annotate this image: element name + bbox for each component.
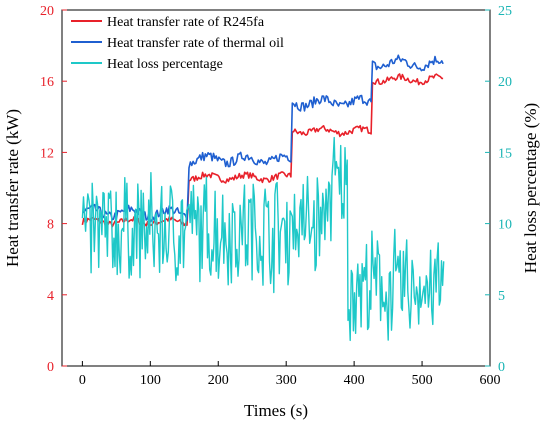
legend: Heat transfer rate of R245fa Heat transf… — [71, 15, 284, 72]
x-tick-label-100: 100 — [140, 373, 161, 388]
right-tick-label-5: 5 — [498, 289, 505, 304]
series-line-2 — [81, 136, 445, 342]
plot-frame — [61, 9, 491, 367]
x-tick-label-300: 300 — [276, 373, 297, 388]
left-tick-label-16: 16 — [40, 75, 54, 90]
legend-label-r245fa: Heat transfer rate of R245fa — [107, 15, 265, 30]
x-tick-label-200: 200 — [208, 373, 229, 388]
series-line-0 — [81, 73, 444, 228]
plot-area — [61, 9, 491, 367]
left-tick-label-4: 4 — [47, 289, 54, 304]
x-tick-label-0: 0 — [79, 373, 86, 388]
right-tick-label-25: 25 — [498, 4, 512, 19]
right-axis-title: Heat loss percentage (%) — [521, 103, 540, 273]
right-tick-label-15: 15 — [498, 146, 512, 161]
x-axis-title: Times (s) — [244, 401, 308, 420]
right-tick-label-10: 10 — [498, 218, 512, 233]
right-tick-label-0: 0 — [498, 360, 505, 375]
x-tick-label-400: 400 — [344, 373, 365, 388]
x-tick-label-500: 500 — [412, 373, 433, 388]
right-tick-label-20: 20 — [498, 75, 512, 90]
series-layer — [81, 54, 445, 342]
legend-label-thermal-oil: Heat transfer rate of thermal oil — [107, 36, 284, 51]
left-tick-label-12: 12 — [40, 146, 54, 161]
legend-label-heat-loss: Heat loss percentage — [107, 57, 223, 72]
left-tick-label-20: 20 — [40, 4, 54, 19]
x-tick-label-600: 600 — [480, 373, 501, 388]
left-axis-title: Heat transfer rate (kW) — [3, 109, 22, 267]
left-tick-label-0: 0 — [47, 360, 54, 375]
left-tick-label-8: 8 — [47, 218, 54, 233]
